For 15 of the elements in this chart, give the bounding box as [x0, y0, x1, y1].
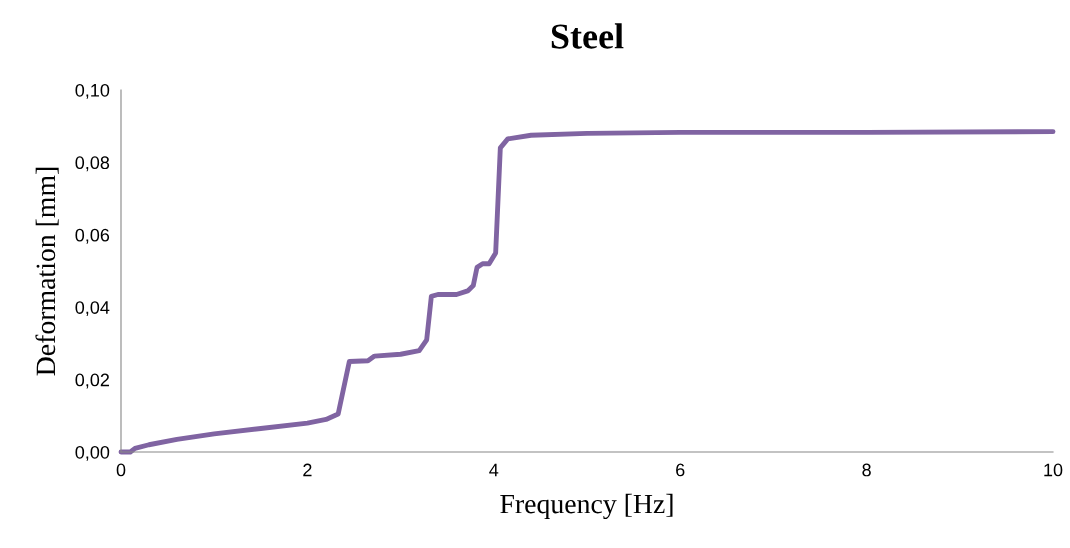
y-tick-label: 0,08 — [75, 156, 110, 172]
y-tick-label: 0,06 — [75, 228, 110, 244]
y-tick-label: 0,02 — [75, 373, 109, 389]
y-tick-label: 0,04 — [75, 301, 110, 317]
x-tick-label: 8 — [862, 463, 871, 477]
x-tick-label: 2 — [303, 463, 312, 477]
x-tick-label: 0 — [116, 463, 126, 477]
x-tick-label: 10 — [1044, 463, 1063, 477]
y-axis-title: Deformation [mm] — [35, 167, 59, 376]
x-tick-label: 6 — [676, 463, 685, 477]
x-axis-title: Frequency [Hz] — [500, 493, 673, 520]
x-tick-label: 4 — [489, 463, 499, 477]
y-tick-label: 0,10 — [75, 83, 110, 99]
chart-title: Steel — [551, 23, 624, 49]
y-tick-label: 0,00 — [75, 445, 110, 461]
